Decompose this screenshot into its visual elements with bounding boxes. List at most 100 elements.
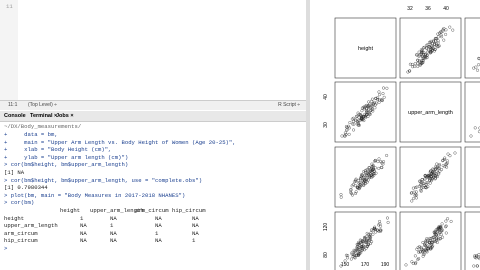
scatter-point	[435, 233, 439, 237]
scatter-point	[355, 253, 359, 257]
bottom-tick-label: 190	[381, 262, 390, 268]
scatter-point	[433, 177, 437, 181]
console-line: + xlab = "Body Height (cm)",	[4, 146, 112, 154]
scatter-point	[475, 264, 479, 268]
scatter-point	[382, 95, 386, 99]
scatter-point	[416, 58, 420, 62]
scatter-point	[371, 168, 375, 172]
scatter-point	[359, 113, 363, 117]
scatter-point	[373, 225, 377, 229]
scatter-point	[424, 52, 428, 56]
scatter-point	[433, 43, 437, 47]
scatter-point	[413, 194, 417, 197]
scatter-point	[370, 165, 374, 169]
tab[interactable]: Terminal ×	[30, 113, 58, 119]
table-cell: NA	[110, 214, 117, 222]
scatter-point	[352, 122, 356, 126]
scatter-point	[413, 64, 417, 68]
scatter-point	[440, 168, 444, 171]
scatter-point	[367, 242, 371, 246]
scatter-point	[413, 262, 417, 266]
scatter-point	[433, 174, 437, 178]
scatter-point	[425, 46, 429, 50]
scatter-point	[364, 114, 368, 118]
scatter-point	[434, 42, 438, 46]
scatter-point	[440, 222, 444, 226]
scatter-point	[364, 178, 368, 182]
scatter-point	[370, 228, 373, 232]
scatter-point	[429, 246, 433, 250]
scatter-point	[360, 239, 364, 242]
diagonal-label: height	[358, 46, 373, 52]
table-cell: NA	[110, 229, 117, 237]
scatter-point	[445, 161, 449, 165]
scatter-point	[370, 99, 374, 103]
scatter-point	[362, 244, 366, 248]
scatter-point	[385, 86, 389, 90]
scatter-point	[419, 48, 423, 52]
scatter-point	[364, 240, 368, 244]
scatter-point	[363, 113, 367, 116]
table-cell: NA	[80, 229, 87, 237]
diagonal-label: upper_arm_length	[408, 110, 453, 116]
scatter-point	[438, 237, 442, 241]
scatter-point	[434, 233, 438, 237]
scatter-point	[417, 184, 421, 188]
scatter-point	[418, 179, 422, 183]
scatter-point	[379, 224, 383, 228]
scatter-point	[385, 216, 389, 220]
scatter-point	[369, 235, 373, 239]
scatter-point	[360, 106, 364, 110]
scatter-point	[373, 159, 377, 163]
scatter-point	[356, 185, 360, 189]
scatter-point	[421, 252, 425, 256]
pane-divider	[306, 0, 310, 270]
scatter-point	[473, 255, 477, 259]
file-type[interactable]: R Script ÷	[278, 102, 300, 108]
scatter-point	[436, 35, 440, 39]
scatter-point	[446, 152, 450, 156]
scatter-point	[412, 196, 416, 200]
left-tick-label: 30	[323, 122, 329, 128]
scatter-point	[421, 182, 425, 186]
scatter-point	[434, 165, 438, 169]
scatter-point	[428, 50, 432, 54]
scatter-point	[357, 186, 361, 190]
table-cell: NA	[192, 229, 199, 237]
scatter-point	[420, 178, 424, 182]
scatter-point	[430, 172, 434, 176]
scatter-point	[360, 173, 364, 177]
tab[interactable]: Jobs ×	[56, 113, 74, 119]
scatter-point	[367, 166, 371, 170]
panel	[464, 81, 480, 143]
scatter-point	[362, 235, 366, 239]
scatter-point	[358, 238, 362, 242]
scatter-point	[408, 69, 411, 73]
scatter-point	[475, 254, 478, 258]
scatter-point	[432, 238, 436, 242]
scope[interactable]: (Top Level) ÷	[28, 102, 57, 108]
scatter-point	[346, 254, 350, 258]
console-line: > cor(bm$height, bm$upper_arm_length)	[4, 161, 129, 169]
tab[interactable]: Console	[4, 113, 26, 119]
scatter-point	[342, 134, 346, 138]
scatter-point	[344, 253, 348, 257]
scatter-point	[362, 178, 366, 182]
left-tick-label: 80	[323, 252, 329, 258]
bottom-tick-label: 150	[341, 262, 350, 268]
scatter-point	[424, 244, 428, 248]
table-cell: 1	[192, 237, 196, 245]
scatter-point	[359, 116, 363, 120]
scatter-point	[426, 247, 430, 251]
scatter-point	[428, 181, 432, 185]
scatter-point	[424, 181, 428, 185]
scatter-point	[369, 231, 373, 235]
scatter-point	[414, 186, 418, 190]
scatter-point	[350, 117, 354, 121]
panel	[334, 81, 397, 143]
scatter-point	[440, 35, 444, 39]
scatter-point	[376, 160, 380, 164]
scatter-point	[469, 134, 473, 138]
scatter-point	[343, 134, 347, 138]
panel	[464, 17, 480, 79]
